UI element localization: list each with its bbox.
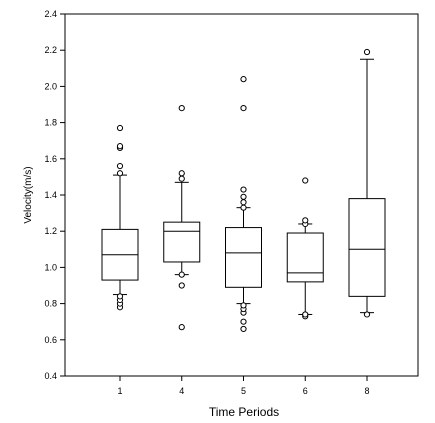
x-tick-label: 1 (117, 386, 122, 396)
outlier-point (363, 311, 371, 318)
outlier-point (116, 143, 124, 150)
x-tick-label: 5 (241, 386, 246, 396)
y-tick-label: 1.0 (44, 262, 57, 272)
x-tick-label: 6 (303, 386, 308, 396)
y-tick-label: 0.6 (44, 335, 57, 345)
outlier-point (240, 193, 247, 200)
outlier-point (240, 186, 247, 193)
iqr-box (163, 221, 201, 263)
outlier-point (302, 177, 309, 184)
x-tick-label: 8 (364, 386, 369, 396)
y-tick-label: 1.2 (44, 226, 57, 236)
iqr-box (348, 198, 386, 297)
y-tick-label: 0.4 (44, 371, 57, 381)
outlier-point (178, 324, 185, 331)
outlier-point (302, 311, 309, 318)
y-tick-label: 0.8 (44, 299, 57, 309)
outlier-point (116, 162, 124, 170)
x-axis: 1 4 5 6 8 (117, 376, 370, 396)
outlier-point (240, 204, 247, 211)
boxes-layer (101, 48, 386, 333)
outlier-point (240, 199, 247, 206)
iqr-box (286, 232, 324, 283)
box-8 (348, 48, 386, 318)
outlier-point (178, 282, 185, 289)
outlier-point (116, 124, 124, 132)
outlier-point (178, 170, 185, 177)
y-tick-label: 1.6 (44, 154, 57, 164)
outlier-point (240, 105, 247, 112)
y-tick-label: 2.2 (44, 45, 57, 55)
x-tick-label: 4 (179, 386, 184, 396)
y-axis: 0.4 0.6 0.8 1.0 1.2 1.4 1.6 1.8 2.0 2.2 2.4 (44, 9, 65, 381)
outlier-point (302, 217, 309, 224)
outlier-point (178, 271, 185, 278)
box-1 (101, 124, 139, 311)
outlier-point (363, 48, 371, 56)
outlier-point (240, 302, 247, 309)
y-axis-label: Velocity(m/s) (23, 166, 34, 223)
box-6 (286, 177, 324, 320)
y-tick-label: 2.4 (44, 9, 57, 19)
outlier-point (178, 105, 185, 112)
outlier-point (178, 175, 185, 182)
outlier-point (116, 293, 124, 300)
outlier-point (240, 318, 247, 325)
outlier-point (240, 325, 247, 333)
box-5 (225, 76, 262, 333)
iqr-box (225, 227, 262, 288)
box-4 (163, 105, 201, 331)
outlier-point (240, 76, 247, 83)
y-tick-label: 1.8 (44, 118, 57, 128)
outlier-point (116, 170, 124, 177)
y-tick-label: 1.4 (44, 190, 57, 200)
x-axis-label: Time Periods (209, 405, 279, 419)
y-tick-label: 2.0 (44, 81, 57, 91)
